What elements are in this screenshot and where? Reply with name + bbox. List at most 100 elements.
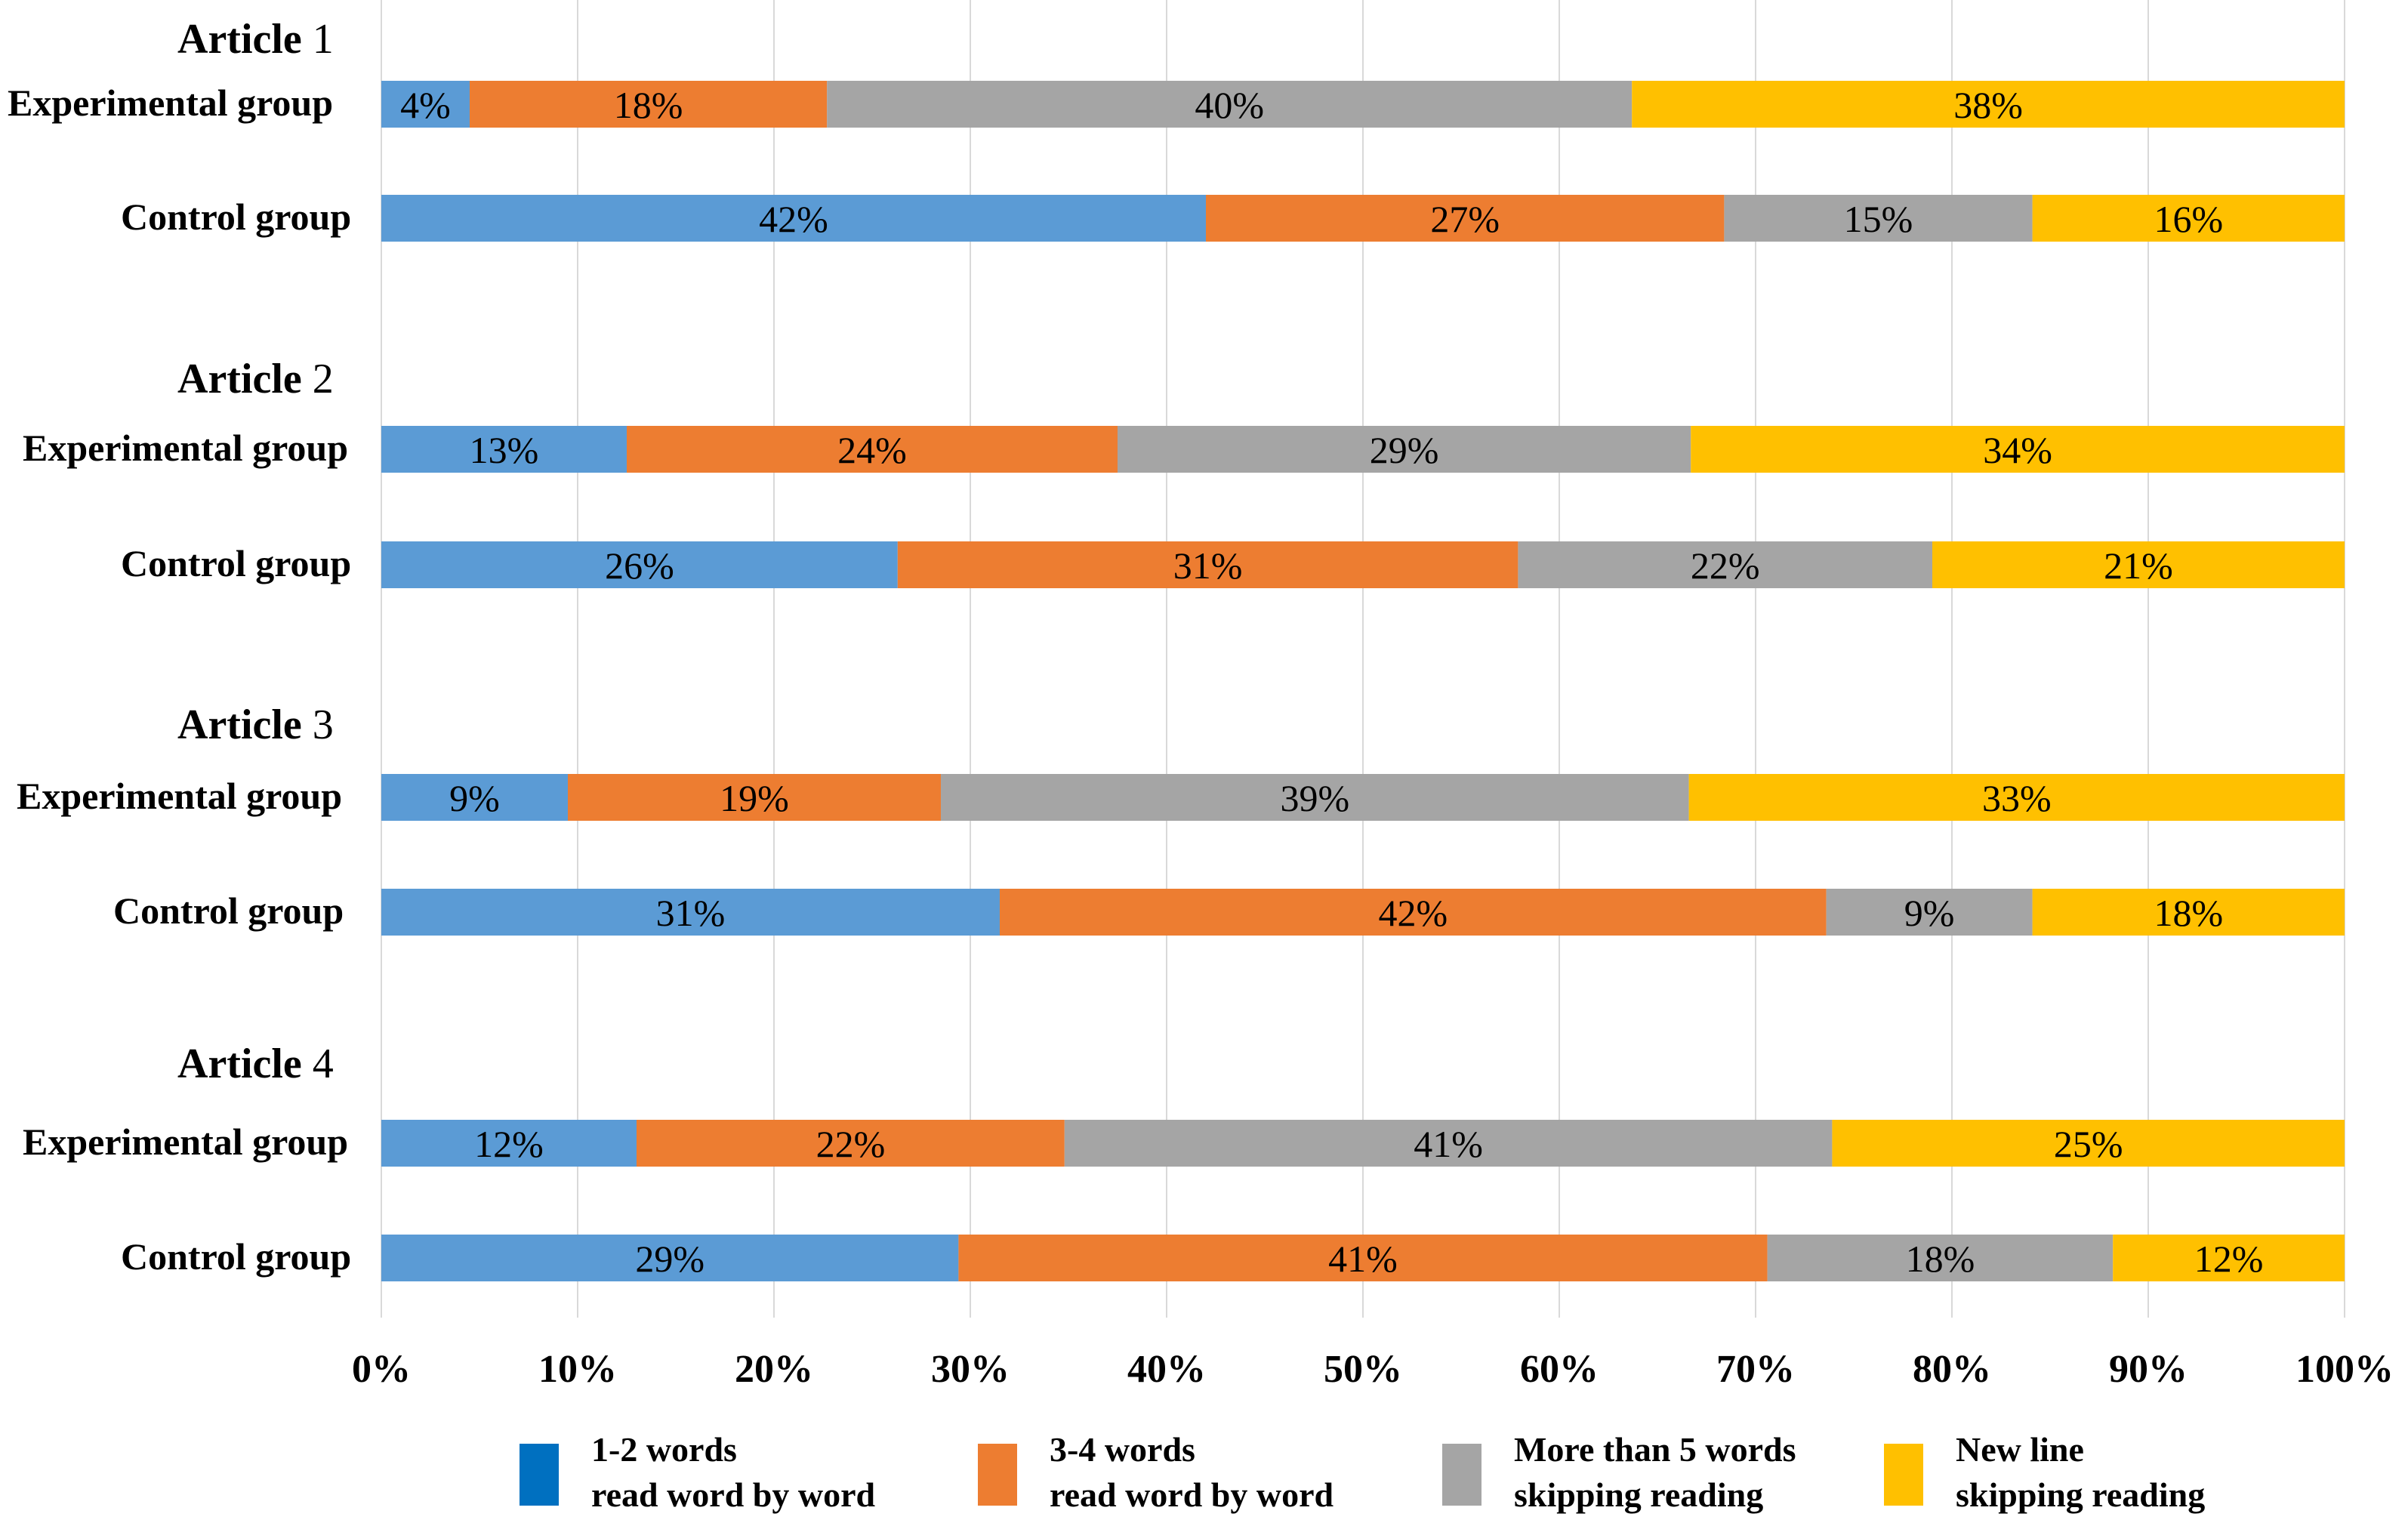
data-label: 42%	[1378, 892, 1448, 934]
category-labels: Article 1 Experimental group Control group A…	[8, 16, 351, 1278]
x-tick-label: 60%	[1520, 1348, 1599, 1391]
bar-segment	[1832, 1120, 2345, 1167]
legend-swatch	[520, 1444, 559, 1506]
bar-segment	[381, 889, 1000, 936]
bar-segment	[1064, 1120, 1833, 1167]
bar-segment	[1518, 541, 1932, 588]
data-label: 33%	[1982, 777, 2052, 819]
data-label: 22%	[816, 1123, 886, 1165]
bar-segment	[1932, 541, 2345, 588]
x-tick-label: 90%	[2109, 1348, 2188, 1391]
bar-segment	[1691, 426, 2345, 473]
data-label: 26%	[605, 544, 674, 587]
bar-segment	[381, 1235, 959, 1281]
bar-segment	[958, 1235, 1768, 1281]
data-label: 29%	[1370, 429, 1439, 471]
bar-segment	[1724, 195, 2033, 242]
bar-segment	[941, 774, 1689, 821]
legend-swatch	[1884, 1444, 1923, 1506]
data-label: 22%	[1691, 544, 1760, 587]
data-label: 39%	[1280, 777, 1349, 819]
data-label: 9%	[1904, 892, 1955, 934]
group-label: Control group	[121, 1235, 351, 1278]
legend-label: New line	[1956, 1430, 2084, 1469]
group-label: Control group	[121, 196, 351, 238]
x-tick-label: 40%	[1127, 1348, 1206, 1391]
data-label: 34%	[1983, 429, 2052, 471]
x-tick-label: 50%	[1324, 1348, 1402, 1391]
x-tick-label: 70%	[1716, 1348, 1795, 1391]
data-label: 42%	[759, 198, 828, 240]
data-label: 9%	[449, 777, 500, 819]
x-tick-label: 30%	[931, 1348, 1010, 1391]
bar-segment	[2113, 1235, 2345, 1281]
bar-segment	[1767, 1235, 2114, 1281]
article-title: Article 4	[177, 1041, 334, 1087]
x-tick-label: 100%	[2295, 1348, 2394, 1391]
article-title: Article 3	[177, 701, 334, 748]
legend-label: More than 5 words	[1514, 1430, 1796, 1469]
data-label: 40%	[1195, 84, 1264, 126]
data-label: 24%	[837, 429, 907, 471]
bar-segment	[381, 774, 568, 821]
legend-label: 1-2 words	[591, 1430, 737, 1469]
data-label: 18%	[2154, 892, 2223, 934]
group-label: Experimental group	[8, 82, 333, 124]
data-label: 16%	[2154, 198, 2223, 240]
bar-segment	[381, 426, 627, 473]
bar-segment	[1688, 774, 2345, 821]
legend-label: 3-4 words	[1050, 1430, 1195, 1469]
group-label: Experimental group	[23, 427, 348, 469]
bar-segment	[381, 81, 470, 128]
data-label: 29%	[635, 1238, 705, 1280]
x-axis: 0% 10% 20% 30% 40% 50% 60% 70% 80% 90% 100%	[352, 1348, 2394, 1391]
x-tick-label: 0%	[352, 1348, 411, 1391]
article-title: Article 1	[177, 16, 334, 63]
bar-segment	[2032, 889, 2345, 936]
legend-swatch	[1442, 1444, 1481, 1506]
group-label: Experimental group	[17, 775, 342, 817]
data-label: 21%	[2104, 544, 2173, 587]
group-label: Control group	[121, 542, 351, 584]
x-tick-label: 10%	[538, 1348, 617, 1391]
data-label: 27%	[1430, 198, 1500, 240]
bar-segment	[827, 81, 1633, 128]
bar-segment	[381, 195, 1206, 242]
data-label: 15%	[1844, 198, 1913, 240]
bar-segment	[1000, 889, 1827, 936]
bar-segment	[1206, 195, 1725, 242]
bar-segment	[381, 541, 898, 588]
data-label: 13%	[470, 429, 539, 471]
legend-label: read word by word	[1050, 1475, 1334, 1514]
bar-segment	[627, 426, 1118, 473]
data-label: 19%	[720, 777, 789, 819]
bar-segment	[1118, 426, 1691, 473]
x-tick-label: 20%	[735, 1348, 813, 1391]
bar-segment	[470, 81, 828, 128]
data-label: 31%	[656, 892, 726, 934]
data-label: 38%	[1953, 84, 2023, 126]
bars: 4% 18% 40% 38% 42% 27% 15% 16% 13% 24% 29% 34% 26% 31…	[381, 81, 2345, 1281]
bar-segment	[1632, 81, 2345, 128]
data-label: 25%	[2054, 1123, 2123, 1165]
data-label: 18%	[1906, 1238, 1975, 1280]
bar-segment	[381, 1120, 637, 1167]
bar-segment	[637, 1120, 1065, 1167]
legend-label: read word by word	[591, 1475, 876, 1514]
data-label: 12%	[474, 1123, 544, 1165]
data-label: 31%	[1173, 544, 1243, 587]
legend: 1-2 words read word by word 3-4 words read …	[520, 1430, 2205, 1514]
legend-label: skipping reading	[1514, 1475, 1763, 1514]
data-label: 12%	[2194, 1238, 2264, 1280]
group-label: Experimental group	[23, 1121, 348, 1163]
bar-segment	[897, 541, 1518, 588]
bar-segment	[1826, 889, 2033, 936]
data-label: 41%	[1328, 1238, 1398, 1280]
legend-label: skipping reading	[1956, 1475, 2205, 1514]
legend-swatch	[978, 1444, 1017, 1506]
bar-segment	[568, 774, 941, 821]
data-label: 41%	[1414, 1123, 1483, 1165]
x-tick-label: 80%	[1913, 1348, 1991, 1391]
article-title: Article 2	[177, 356, 334, 402]
